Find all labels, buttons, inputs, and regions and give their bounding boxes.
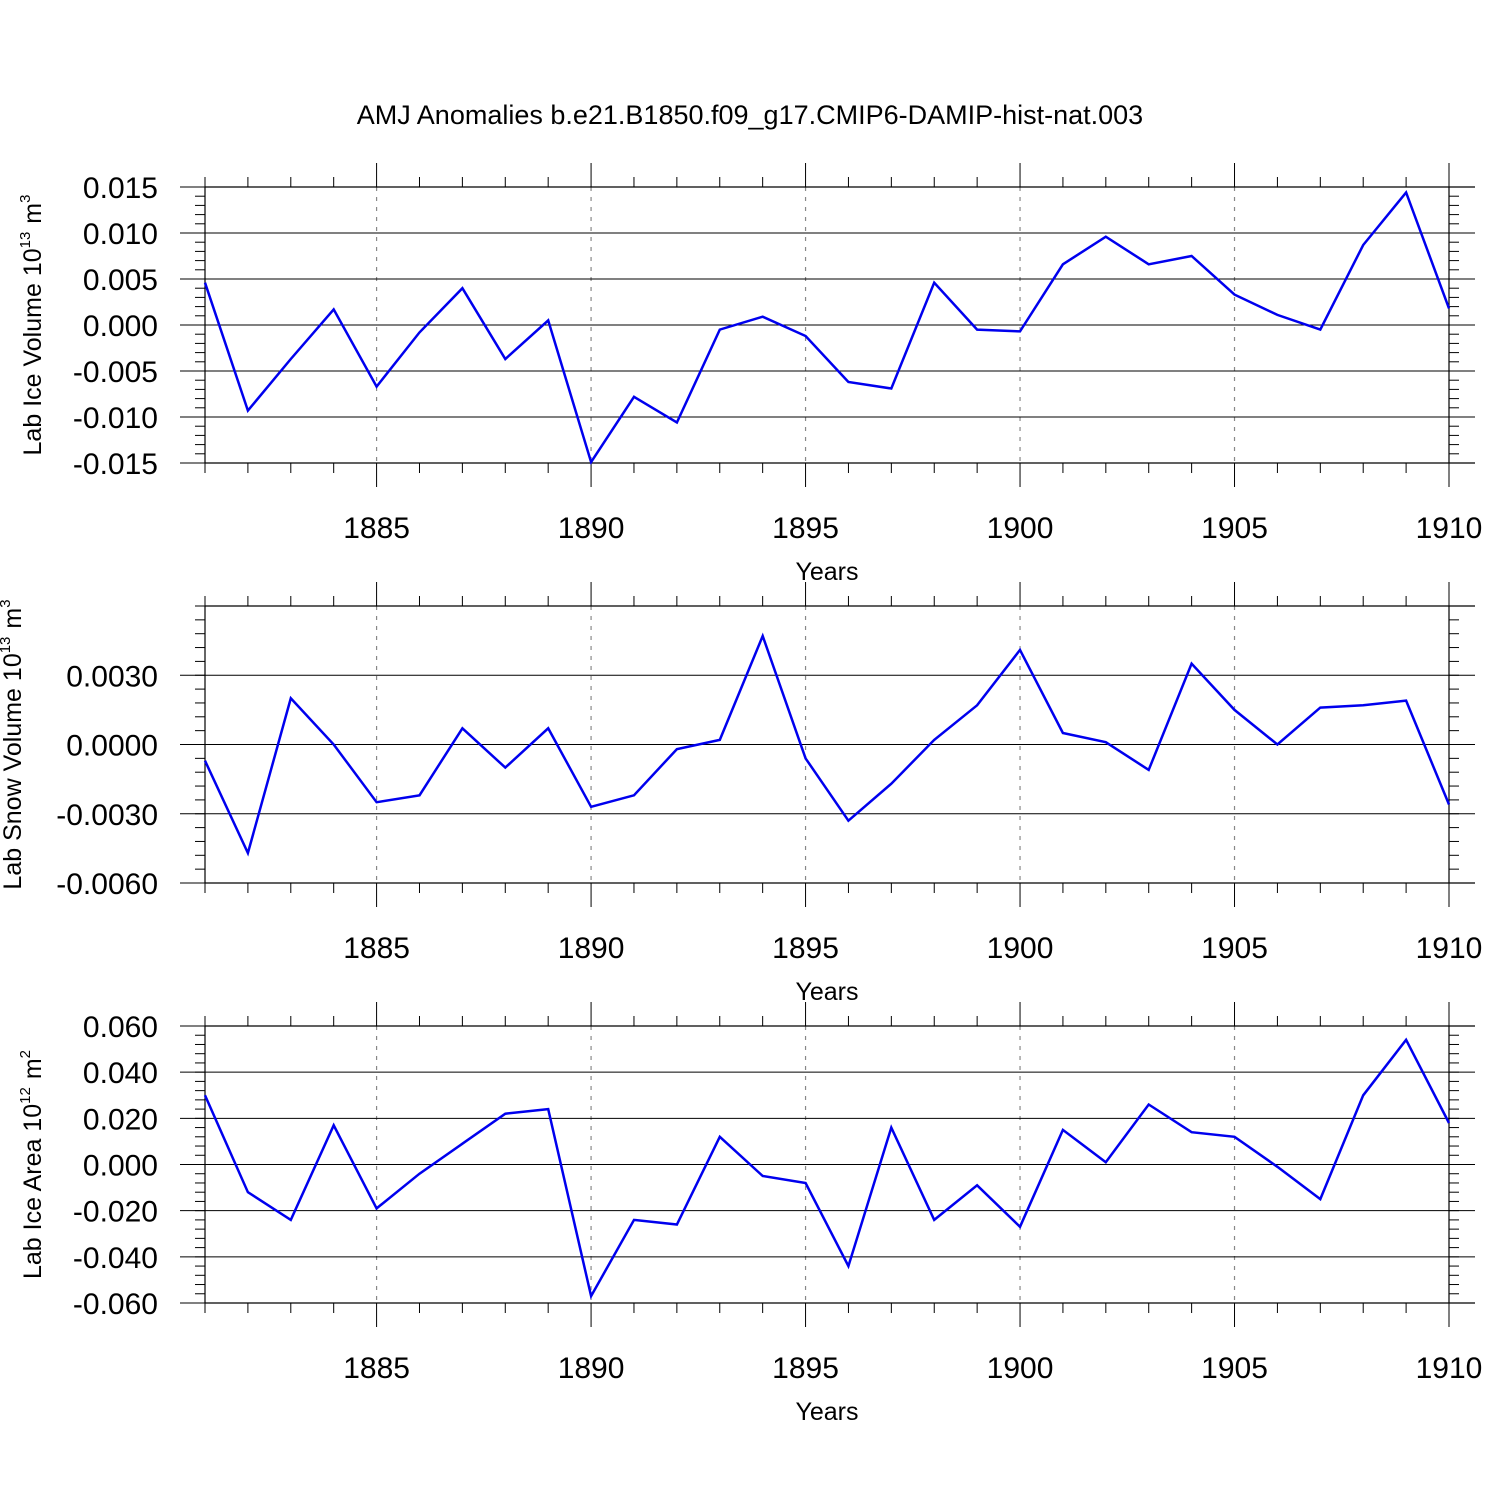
chart-title: AMJ Anomalies b.e21.B1850.f09_g17.CMIP6-… (357, 100, 1143, 130)
series-line (203, 1037, 1451, 1300)
y-axis-label-unit: m (19, 203, 47, 224)
x-axis-label: Years (795, 1398, 858, 1426)
x-tick-label: 1885 (343, 1352, 410, 1385)
y-axis-label-text: Lab Ice Volume 10 (19, 248, 47, 455)
y-axis-label-exponent: 12 (17, 1087, 34, 1104)
y-axis-label-exponent: 13 (17, 232, 34, 249)
x-tick-label: 1900 (987, 1352, 1054, 1385)
y-axis-label-unit-exponent: 3 (0, 599, 14, 607)
y-tick-label: -0.0030 (56, 799, 158, 832)
panel-2: 1885 1890 1895 1900 1905 1910 0.0030 0.0000 -0.0… (0, 582, 1482, 1006)
y-axis-label-unit: m (0, 608, 27, 629)
x-tick-label: 1890 (558, 932, 625, 965)
y-axis-label-exponent: 13 (0, 637, 14, 654)
x-tick-label: 1890 (558, 1352, 625, 1385)
y-tick-label: -0.020 (73, 1196, 158, 1229)
y-tick-label: 0.040 (83, 1057, 158, 1090)
y-tick-label: 0.000 (83, 1150, 158, 1183)
y-tick-label: 0.015 (83, 172, 158, 205)
series-line (203, 190, 1451, 466)
y-tick-label: 0.005 (83, 264, 158, 297)
x-tick-label: 1900 (987, 512, 1054, 545)
x-tick-label: 1895 (772, 1352, 839, 1385)
y-axis-label: Lab Snow Volume 1013 m3 (0, 599, 27, 889)
y-axis-label-text: Lab Snow Volume 10 (0, 653, 27, 889)
x-tick-label: 1885 (343, 512, 410, 545)
x-tick-label: 1895 (772, 512, 839, 545)
y-tick-label: 0.060 (83, 1011, 158, 1044)
y-tick-label: 0.0000 (66, 730, 158, 763)
y-tick-label: 0.020 (83, 1103, 158, 1136)
x-tick-label: 1910 (1416, 932, 1483, 965)
y-tick-label: -0.005 (73, 356, 158, 389)
y-axis-label-text: Lab Ice Area 10 (19, 1104, 47, 1279)
x-tick-label: 1890 (558, 512, 625, 545)
y-axis-label-unit: m (19, 1058, 47, 1079)
y-tick-label: -0.0060 (56, 868, 158, 901)
y-axis-label: Lab Ice Volume 1013 m3 (17, 195, 47, 456)
x-tick-label: 1900 (987, 932, 1054, 965)
x-tick-label: 1910 (1416, 512, 1483, 545)
x-axis-label: Years (795, 978, 858, 1006)
y-tick-label: 0.000 (83, 310, 158, 343)
y-axis-label-unit-exponent: 3 (17, 195, 34, 203)
x-tick-label: 1910 (1416, 1352, 1483, 1385)
y-tick-label: -0.010 (73, 402, 158, 435)
y-tick-label: 0.010 (83, 218, 158, 251)
x-tick-label: 1885 (343, 932, 410, 965)
panel-3: 1885 1890 1895 1900 1905 1910 0.060 0.040 0.020 0… (17, 1002, 1482, 1426)
y-axis-label: Lab Ice Area 1012 m2 (17, 1050, 47, 1279)
x-tick-label: 1895 (772, 932, 839, 965)
series-line (203, 632, 1451, 857)
x-axis-label: Years (795, 558, 858, 586)
y-axis-label-unit-exponent: 2 (17, 1050, 34, 1058)
panel-1: 1885 1890 1895 1900 1905 1910 0.015 0.010 0.005 0… (17, 163, 1482, 586)
x-tick-label: 1905 (1201, 932, 1268, 965)
y-tick-label: -0.060 (73, 1288, 158, 1321)
y-tick-label: -0.015 (73, 448, 158, 481)
panels: 1885 1890 1895 1900 1905 1910 0.015 0.010 0.005 0… (0, 163, 1482, 1426)
x-tick-label: 1905 (1201, 512, 1268, 545)
x-tick-label: 1905 (1201, 1352, 1268, 1385)
y-tick-label: 0.0030 (66, 660, 158, 693)
y-tick-label: -0.040 (73, 1242, 158, 1275)
